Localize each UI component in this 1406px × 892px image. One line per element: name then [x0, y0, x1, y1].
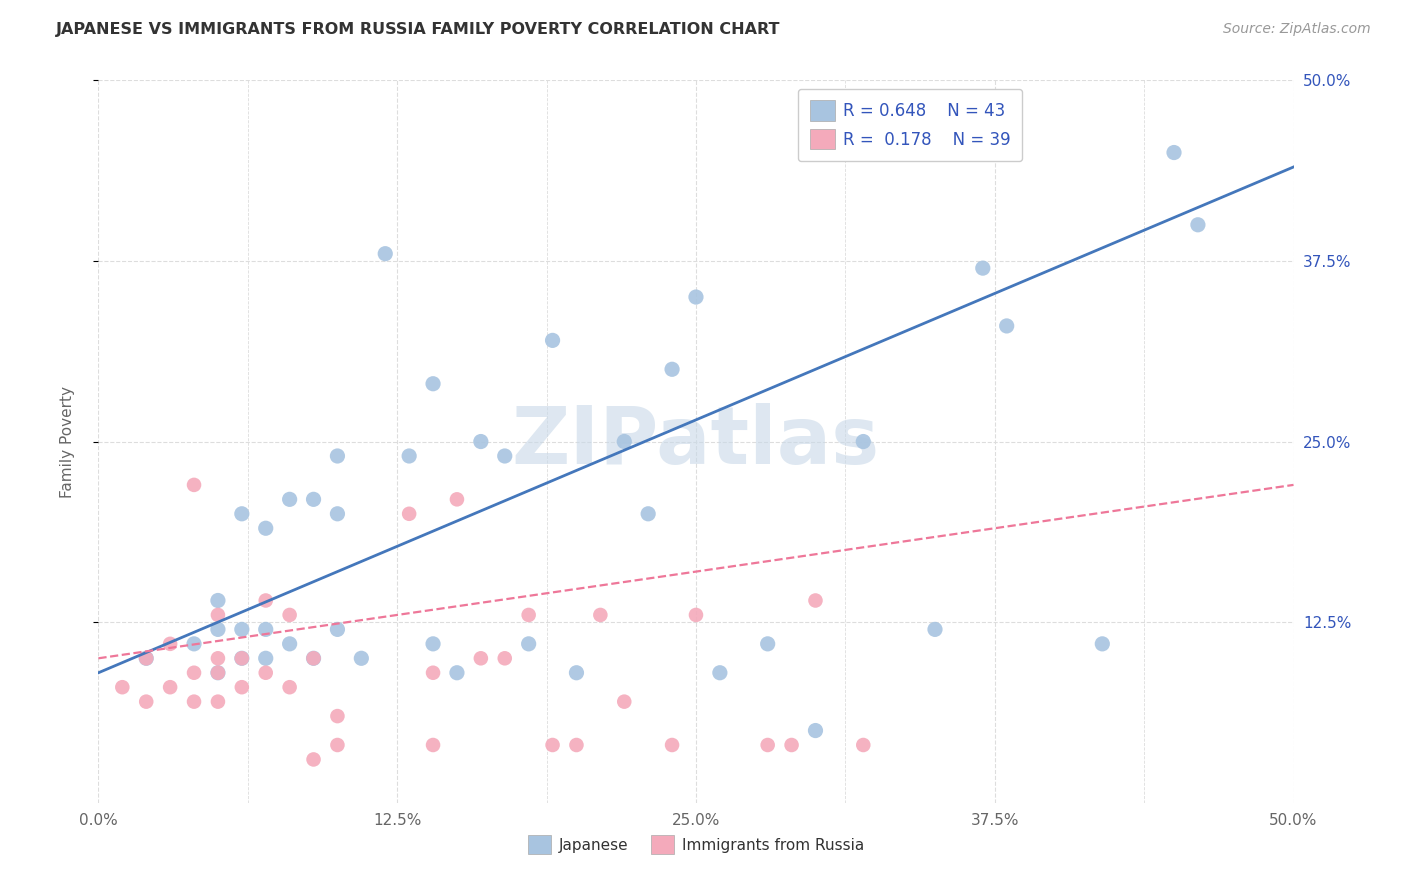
Point [685, 290, 707, 304]
Point [326, 507, 349, 521]
Point [517, 637, 540, 651]
Point [541, 334, 564, 348]
Point [804, 593, 827, 607]
Point [613, 434, 636, 449]
Point [207, 651, 229, 665]
Point [135, 695, 157, 709]
Point [183, 695, 205, 709]
Point [494, 449, 516, 463]
Point [231, 623, 253, 637]
Point [231, 507, 253, 521]
Point [446, 492, 468, 507]
Point [231, 651, 253, 665]
Point [422, 738, 444, 752]
Point [326, 623, 349, 637]
Point [1163, 145, 1185, 160]
Point [517, 607, 540, 622]
Point [183, 478, 205, 492]
Point [302, 492, 325, 507]
Point [207, 695, 229, 709]
Point [924, 623, 946, 637]
Point [565, 665, 588, 680]
Point [326, 449, 349, 463]
Point [302, 651, 325, 665]
Point [278, 492, 301, 507]
Point [804, 723, 827, 738]
Point [852, 434, 875, 449]
Point [278, 680, 301, 694]
Text: ZIPatlas: ZIPatlas [512, 402, 880, 481]
Point [685, 607, 707, 622]
Point [852, 738, 875, 752]
Point [231, 680, 253, 694]
Point [756, 637, 779, 651]
Point [446, 665, 468, 680]
Point [326, 738, 349, 752]
Point [183, 637, 205, 651]
Point [470, 434, 492, 449]
Text: Source: ZipAtlas.com: Source: ZipAtlas.com [1223, 22, 1371, 37]
Point [589, 607, 612, 622]
Point [1187, 218, 1209, 232]
Point [350, 651, 373, 665]
Point [422, 637, 444, 651]
Point [326, 709, 349, 723]
Text: JAPANESE VS IMMIGRANTS FROM RUSSIA FAMILY POVERTY CORRELATION CHART: JAPANESE VS IMMIGRANTS FROM RUSSIA FAMIL… [56, 22, 780, 37]
Point [661, 738, 683, 752]
Point [422, 665, 444, 680]
Point [278, 637, 301, 651]
Point [972, 261, 994, 276]
Point [207, 665, 229, 680]
Point [661, 362, 683, 376]
Point [398, 507, 420, 521]
Point [183, 665, 205, 680]
Point [613, 695, 636, 709]
Point [254, 651, 277, 665]
Point [302, 752, 325, 766]
Point [159, 680, 181, 694]
Point [302, 651, 325, 665]
Point [637, 507, 659, 521]
Point [159, 637, 181, 651]
Y-axis label: Family Poverty: Family Poverty [60, 385, 75, 498]
Point [254, 521, 277, 535]
Point [111, 680, 134, 694]
Point [541, 738, 564, 752]
Point [422, 376, 444, 391]
Point [278, 607, 301, 622]
Point [780, 738, 803, 752]
Point [207, 665, 229, 680]
Legend: Japanese, Immigrants from Russia: Japanese, Immigrants from Russia [522, 830, 870, 860]
Point [207, 593, 229, 607]
Point [254, 623, 277, 637]
Point [1091, 637, 1114, 651]
Point [565, 738, 588, 752]
Point [374, 246, 396, 260]
Point [995, 318, 1018, 333]
Point [709, 665, 731, 680]
Point [254, 665, 277, 680]
Point [207, 607, 229, 622]
Point [135, 651, 157, 665]
Point [207, 623, 229, 637]
Point [231, 651, 253, 665]
Point [494, 651, 516, 665]
Point [398, 449, 420, 463]
Point [254, 593, 277, 607]
Point [135, 651, 157, 665]
Point [756, 738, 779, 752]
Point [470, 651, 492, 665]
